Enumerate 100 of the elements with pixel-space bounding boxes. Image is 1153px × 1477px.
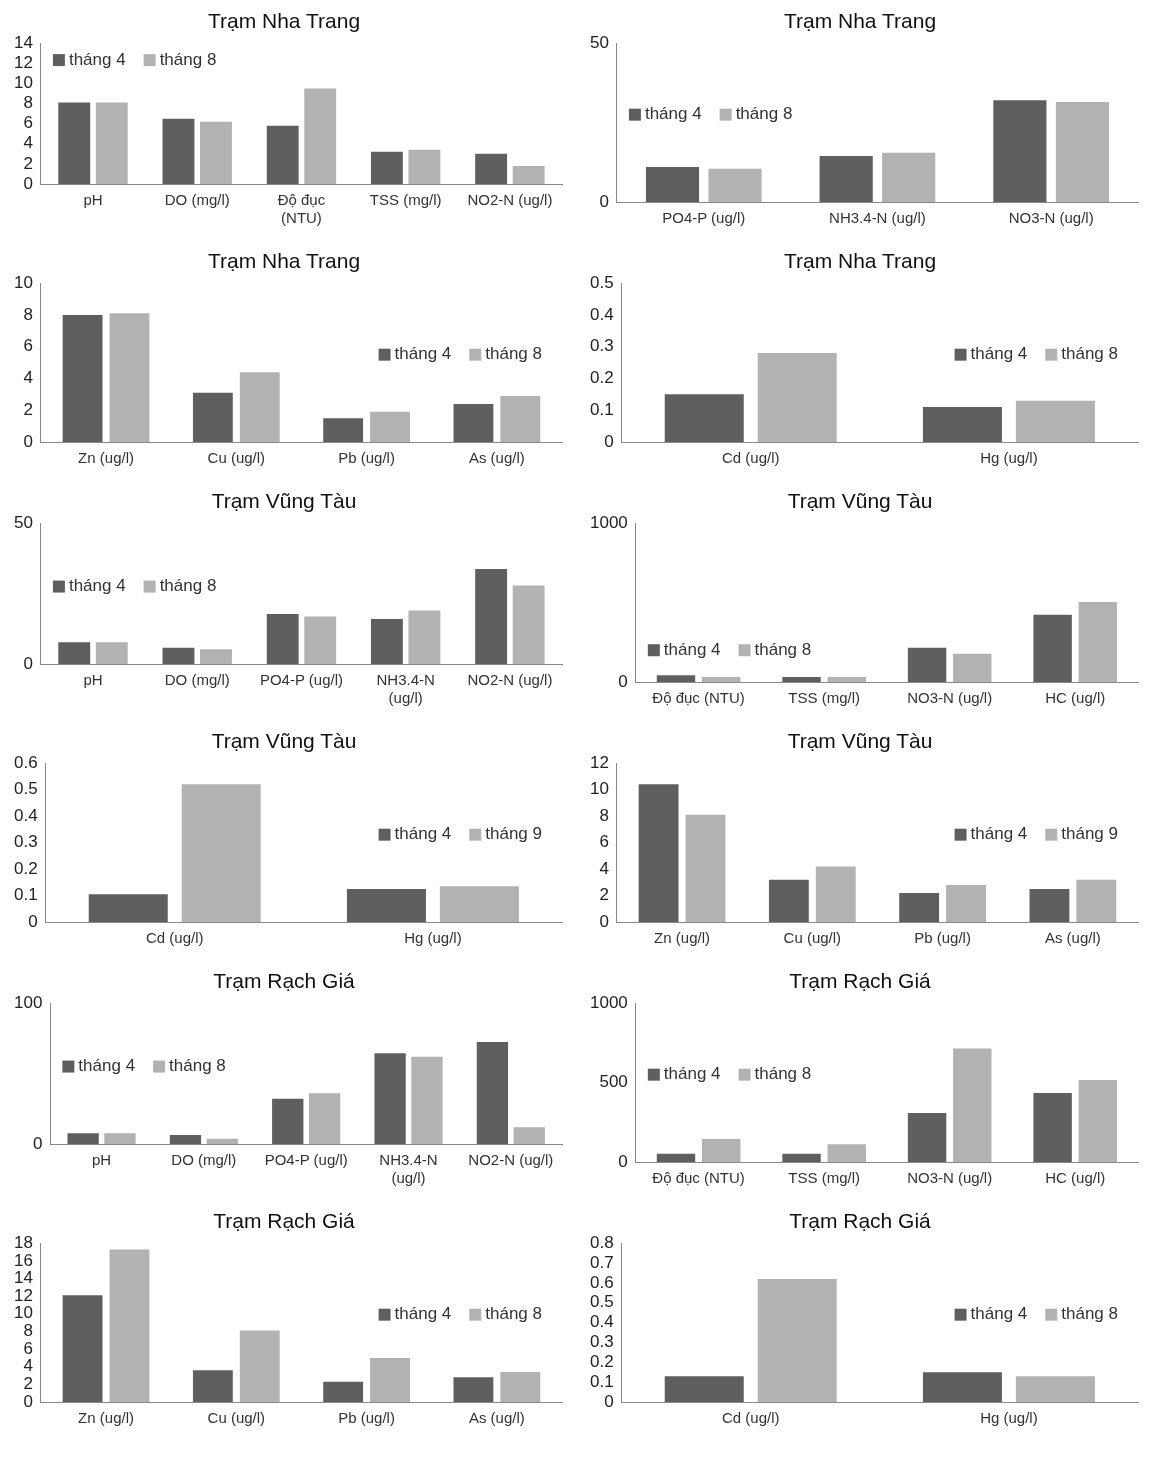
x-tick-label: Hg (ug/l) xyxy=(980,449,1038,467)
legend-label: tháng 4 xyxy=(68,576,126,596)
y-tick-label: 500 xyxy=(599,1072,628,1092)
bar xyxy=(757,1278,837,1402)
legend-label: tháng 4 xyxy=(970,344,1028,364)
bar xyxy=(266,125,299,184)
y-tick-label: 12 xyxy=(589,752,609,772)
y-tick-label: 0.1 xyxy=(13,885,38,905)
y-tick-label: 4 xyxy=(23,133,33,153)
bar xyxy=(62,1295,103,1402)
y-tick-label: 0.1 xyxy=(589,1371,614,1391)
x-tick-label: PO4-P (ug/l) xyxy=(259,671,343,689)
bar xyxy=(162,647,195,664)
y-tick-label: 0.4 xyxy=(589,1312,614,1332)
bar xyxy=(1076,879,1117,922)
bar xyxy=(162,118,195,184)
legend-label: tháng 8 xyxy=(159,49,217,69)
x-tick-label: PO4-P (ug/l) xyxy=(662,209,746,227)
bar xyxy=(882,152,936,202)
y-tick-label: 6 xyxy=(599,832,609,852)
x-tick-label: DO (mg/l) xyxy=(164,671,230,689)
y-tick-label: 4 xyxy=(23,1356,33,1376)
bar xyxy=(304,88,337,184)
chart-title: Trạm Nha Trang xyxy=(783,249,937,273)
y-tick-label: 50 xyxy=(589,32,609,52)
bar xyxy=(899,892,940,922)
x-tick-label: Cu (ug/l) xyxy=(783,929,842,947)
y-tick-label: 0 xyxy=(618,671,628,691)
y-tick-label: 10 xyxy=(13,73,33,93)
bar xyxy=(408,610,441,664)
bar xyxy=(953,1048,992,1162)
x-tick-label: Pb (ug/l) xyxy=(338,1409,395,1427)
legend-label: tháng 8 xyxy=(754,639,812,659)
bar xyxy=(104,1133,136,1144)
bar xyxy=(200,121,232,184)
bar xyxy=(701,677,741,682)
bar xyxy=(827,1144,866,1162)
bar xyxy=(62,314,103,442)
bar xyxy=(782,677,821,682)
bar xyxy=(1029,888,1070,922)
y-tick-label: 0.6 xyxy=(13,752,38,772)
y-tick-label: 0 xyxy=(604,431,614,451)
bar xyxy=(1033,1092,1072,1162)
bar xyxy=(512,585,545,664)
y-tick-label: 8 xyxy=(23,93,33,113)
y-tick-label: 0 xyxy=(599,191,609,211)
x-tick-label: Cd (ug/l) xyxy=(721,449,780,467)
y-tick-label: 2 xyxy=(23,399,33,419)
y-tick-label: 0.4 xyxy=(13,805,38,825)
bar xyxy=(95,642,128,664)
chart-title: Trạm Rạch Giá xyxy=(213,969,356,993)
bar xyxy=(685,814,726,922)
legend-label: tháng 9 xyxy=(485,824,543,844)
legend-label: tháng 8 xyxy=(735,104,793,124)
x-tick-label: NO3-N (ug/l) xyxy=(907,689,993,707)
x-tick-label: Cd (ug/l) xyxy=(145,929,204,947)
y-tick-label: 10 xyxy=(13,1303,33,1323)
bar xyxy=(953,653,992,682)
x-tick-label: As (ug/l) xyxy=(1044,929,1101,947)
legend-label: tháng 4 xyxy=(394,344,452,364)
y-tick-label: 8 xyxy=(23,1321,33,1341)
bar xyxy=(782,1153,821,1162)
y-tick-label: 6 xyxy=(23,1338,33,1358)
x-tick-label: Hg (ug/l) xyxy=(404,929,462,947)
bar xyxy=(638,784,679,922)
y-tick-label: 0 xyxy=(28,911,38,931)
x-tick-label: NO2-N (ug/l) xyxy=(467,191,553,209)
x-tick-label: pH xyxy=(83,671,103,689)
bar xyxy=(370,151,403,184)
x-tick-label: TSS (mg/l) xyxy=(788,1169,860,1187)
legend-label: tháng 4 xyxy=(394,1304,452,1324)
bar xyxy=(664,1376,744,1402)
x-tick-label: Zn (ug/l) xyxy=(78,449,134,467)
bar xyxy=(946,884,986,922)
y-tick-label: 0.2 xyxy=(589,1351,614,1371)
x-tick-label: Độ đục (NTU) xyxy=(277,191,326,227)
legend-label: tháng 4 xyxy=(970,824,1028,844)
chart-title: Trạm Nha Trang xyxy=(783,9,937,33)
y-tick-label: 0 xyxy=(604,1391,614,1411)
x-tick-label: Hg (ug/l) xyxy=(980,1409,1038,1427)
y-tick-label: 0.3 xyxy=(13,832,38,852)
chart-title: Trạm Vũng Tàu xyxy=(787,489,933,513)
bar xyxy=(323,418,364,442)
bar xyxy=(922,407,1002,442)
y-tick-label: 0.2 xyxy=(589,368,614,388)
x-tick-label: Zn (ug/l) xyxy=(78,1409,134,1427)
chart-title: Trạm Nha Trang xyxy=(207,249,361,273)
y-tick-label: 0 xyxy=(23,431,33,451)
y-tick-label: 0 xyxy=(32,1133,43,1153)
x-tick-label: pH xyxy=(91,1151,112,1169)
y-tick-label: 18 xyxy=(13,1232,33,1252)
bar xyxy=(815,866,856,922)
y-tick-label: 0.5 xyxy=(13,779,38,799)
bar xyxy=(476,1041,509,1144)
chart-title: Trạm Rạch Giá xyxy=(789,969,932,993)
bar xyxy=(192,1370,233,1402)
y-tick-label: 10 xyxy=(13,272,33,292)
y-tick-label: 0.1 xyxy=(589,399,614,419)
bar xyxy=(200,649,232,664)
x-tick-label: NO2-N (ug/l) xyxy=(468,1151,554,1169)
